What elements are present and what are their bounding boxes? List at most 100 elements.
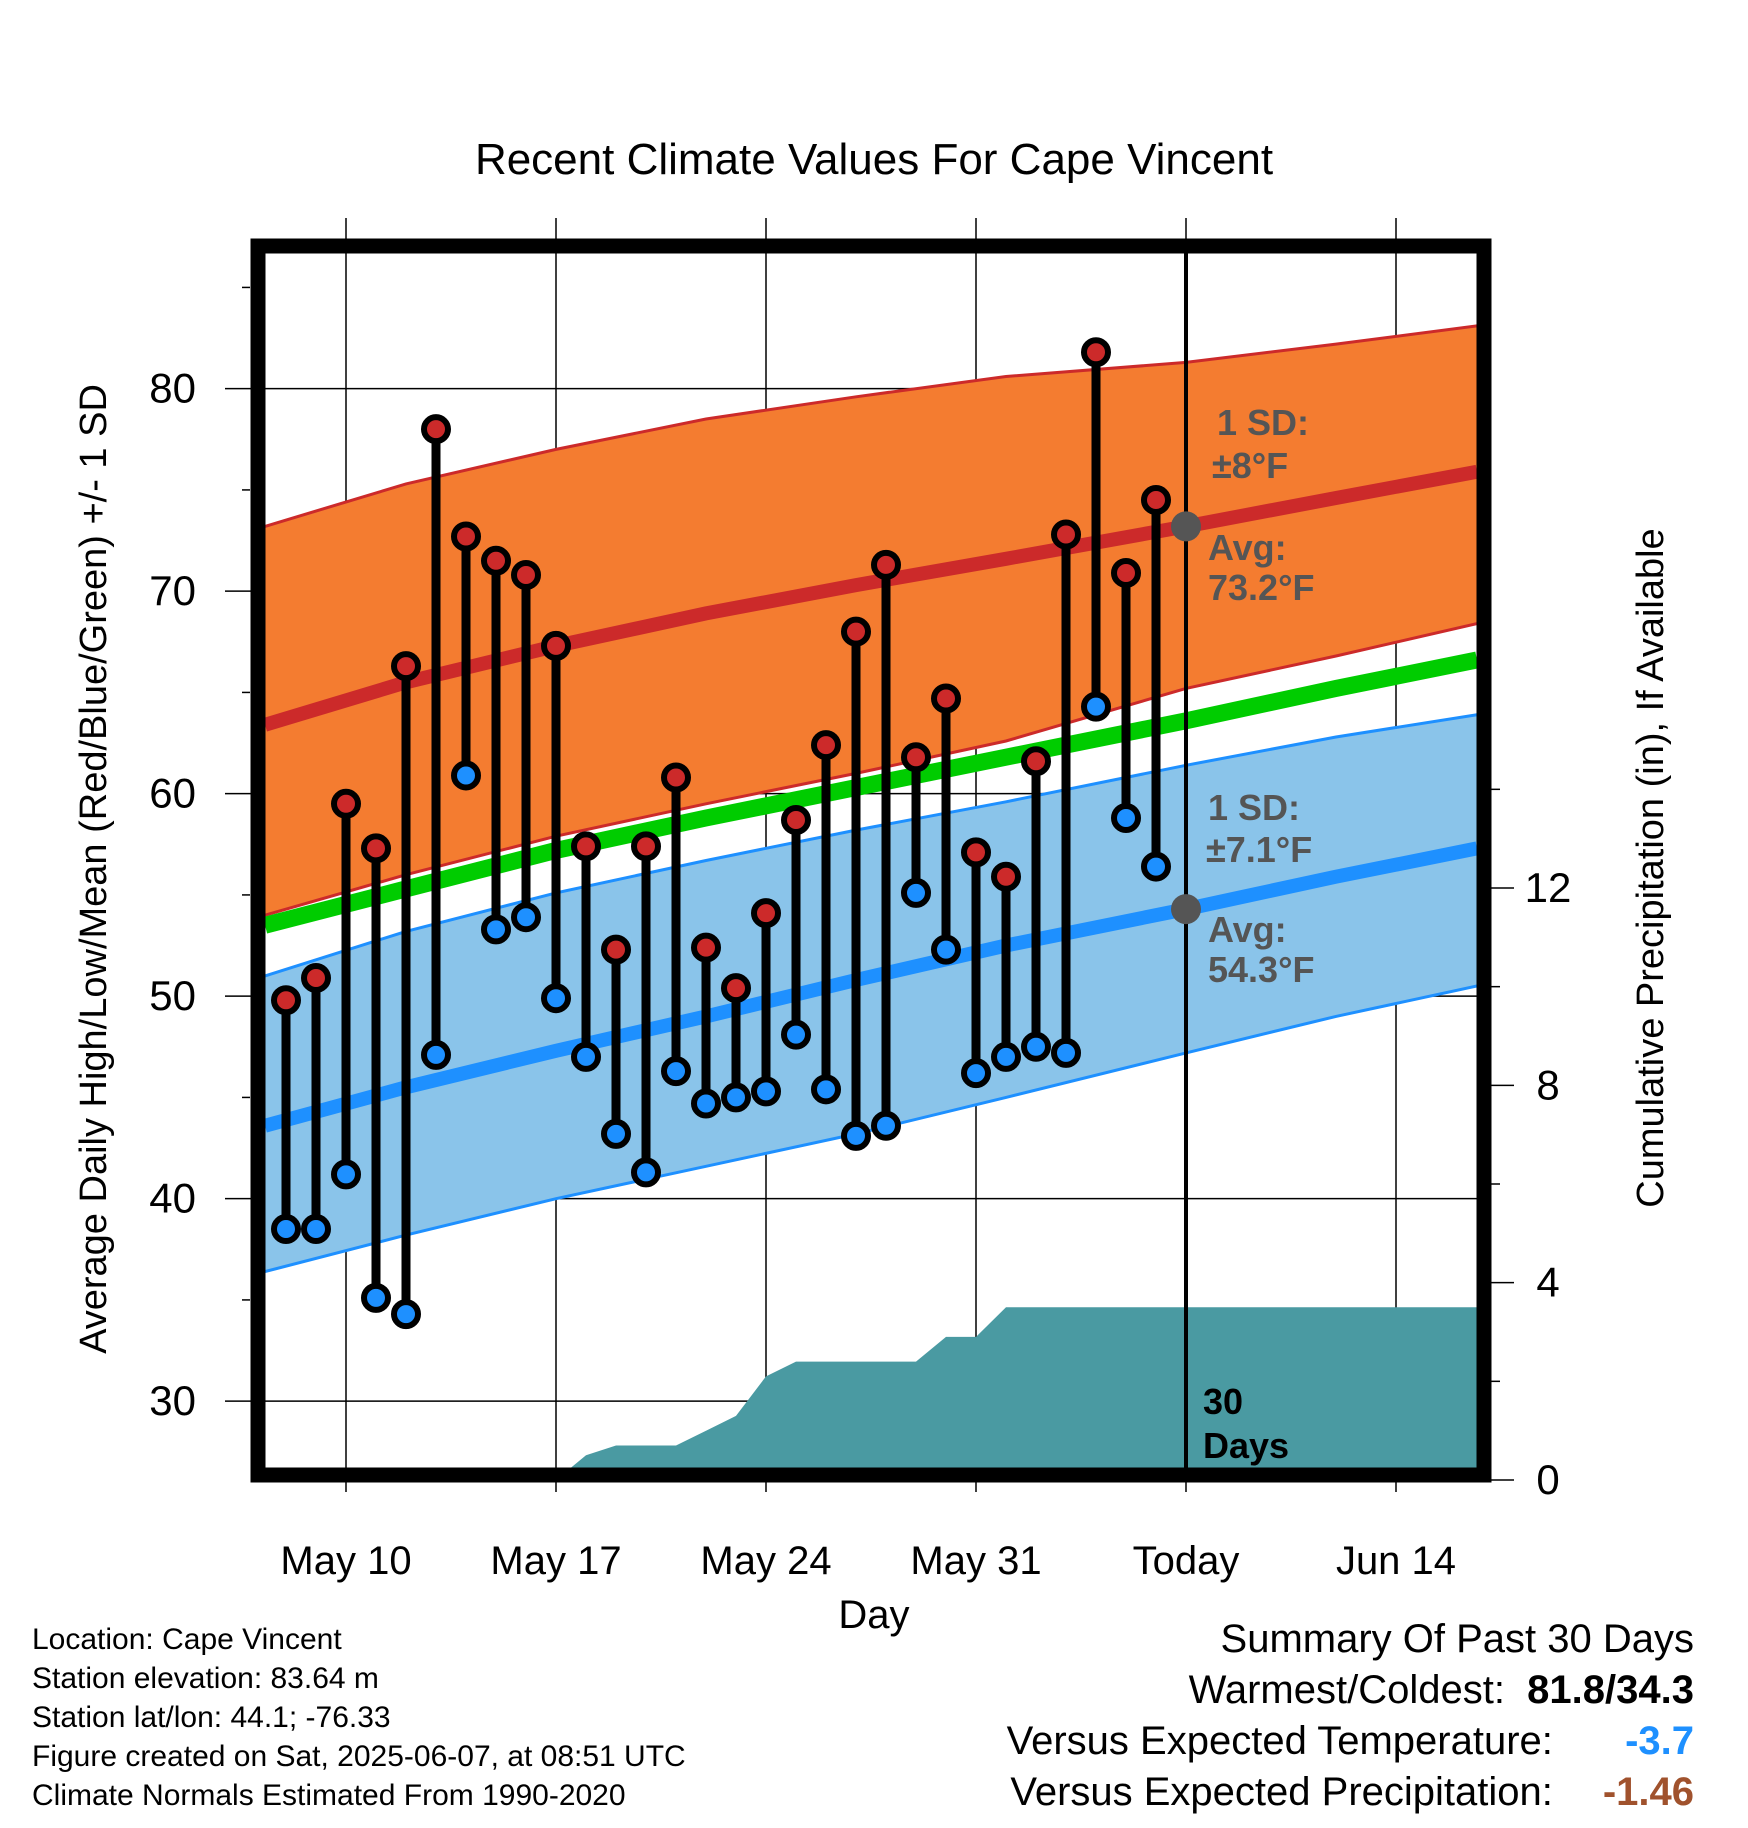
low-point: [511, 902, 541, 933]
y2-axis-label: Cumulative Precipitation (in), If Availa…: [1630, 528, 1672, 1207]
y2-tick-label: 4: [1536, 1259, 1559, 1306]
low-point: [871, 1110, 901, 1141]
low-point: [691, 1088, 721, 1119]
high-point: [781, 805, 811, 835]
y-axis-label: Average Daily High/Low/Mean (Red/Blue/Gr…: [73, 384, 115, 1354]
temp-label: Versus Expected Temperature:: [1006, 1719, 1553, 1763]
low-point: [391, 1299, 421, 1330]
low-sd-band: [265, 714, 1477, 1272]
low-avg-value: 54.3°F: [1208, 949, 1314, 990]
low-point: [961, 1058, 991, 1089]
chart-title: Recent Climate Values For Cape Vincent: [475, 135, 1273, 184]
high-point: [721, 973, 751, 1004]
low-point: [991, 1041, 1021, 1072]
daily-points: [271, 337, 1171, 1330]
x-tick-label: Jun 14: [1336, 1539, 1456, 1583]
x-tick-label: May 24: [700, 1539, 831, 1583]
high-point: [1111, 557, 1141, 588]
low-point: [331, 1159, 361, 1190]
high-avg-marker: [1171, 511, 1201, 542]
high-sd-value: ±8°F: [1212, 445, 1288, 486]
high-point: [601, 934, 631, 965]
y2-tick-label: 0: [1536, 1456, 1559, 1503]
location-text: Location: Cape Vincent: [32, 1623, 342, 1656]
high-avg-label: Avg:: [1208, 527, 1287, 568]
summary-panel: Summary Of Past 30 Days Warmest/Coldest:…: [1007, 1614, 1694, 1818]
y-tick-label: 30: [149, 1377, 196, 1424]
high-upper-edge: [265, 324, 1477, 528]
axes: May 10 May 17 May 24 May 31 Today Jun 1430405…: [149, 286, 1572, 1583]
created-text: Figure created on Sat, 2025-06-07, at 08…: [32, 1740, 686, 1773]
high-point: [991, 861, 1021, 892]
low-point: [631, 1157, 661, 1188]
high-sd-label: 1 SD:: [1217, 402, 1309, 443]
elevation-text: Station elevation: 83.64 m: [32, 1662, 379, 1695]
high-point: [811, 730, 841, 761]
high-point: [301, 962, 331, 993]
low-point: [811, 1074, 841, 1105]
high-point: [421, 414, 451, 445]
low-point: [721, 1082, 751, 1113]
summary-warmest-row: Warmest/Coldest: 81.8/34.3: [1007, 1665, 1694, 1716]
high-sd-band: [265, 325, 1477, 916]
plot-frame: [250, 238, 1492, 1483]
y-tick-label: 60: [149, 770, 196, 817]
latlon-text: Station lat/lon: 44.1; -76.33: [32, 1701, 391, 1734]
high-point: [391, 651, 421, 682]
high-point: [631, 831, 661, 862]
high-normal-line: [265, 464, 1477, 732]
daily-range-stems: [281, 352, 1161, 1315]
days-count: 30: [1203, 1381, 1243, 1422]
high-point: [961, 837, 991, 868]
low-avg-marker: [1171, 894, 1201, 925]
x-axis-label: Day: [838, 1593, 909, 1637]
high-point: [1141, 485, 1171, 516]
high-point: [1021, 746, 1051, 777]
high-point: [901, 742, 931, 773]
high-point: [331, 788, 361, 819]
precip-value: -1.46: [1602, 1770, 1694, 1814]
low-point: [601, 1118, 631, 1149]
warmest-label: Warmest/Coldest:: [1188, 1668, 1505, 1712]
precip-label: Versus Expected Precipitation:: [1010, 1770, 1553, 1814]
low-point: [1111, 802, 1141, 833]
precipitation-area: [570, 1307, 1477, 1468]
x-tick-label: May 31: [910, 1539, 1041, 1583]
x-tick-label: May 17: [490, 1539, 621, 1583]
low-point: [421, 1039, 451, 1070]
y-tick-label: 80: [149, 365, 196, 412]
x-tick-label: Today: [1133, 1539, 1240, 1583]
y2-tick-label: 8: [1536, 1061, 1559, 1108]
high-point: [841, 616, 871, 647]
x-tick-label: May 10: [280, 1539, 411, 1583]
high-point: [1081, 337, 1111, 368]
high-point: [271, 985, 301, 1016]
low-point: [541, 983, 571, 1014]
low-point: [1141, 851, 1171, 882]
summary-temp-row: Versus Expected Temperature: -3.7: [1007, 1716, 1694, 1767]
summary-precip-row: Versus Expected Precipitation: -1.46: [1007, 1767, 1694, 1818]
station-info: Location: Cape Vincent Station elevation…: [32, 1620, 686, 1815]
low-point: [751, 1076, 781, 1107]
low-point: [1021, 1031, 1051, 1062]
y-tick-label: 40: [149, 1175, 196, 1222]
high-point: [571, 831, 601, 862]
high-point: [931, 683, 961, 714]
low-point: [661, 1056, 691, 1087]
low-point: [271, 1214, 301, 1245]
low-point: [361, 1282, 391, 1313]
normals-bands: [265, 324, 1477, 1274]
y2-tick-label: 12: [1525, 864, 1572, 911]
high-point: [361, 833, 391, 864]
low-point: [781, 1019, 811, 1050]
low-point: [1051, 1037, 1081, 1068]
low-point: [481, 914, 511, 945]
high-point: [1051, 519, 1081, 550]
low-point: [1081, 691, 1111, 722]
high-point: [451, 521, 481, 552]
temp-value: -3.7: [1625, 1719, 1694, 1763]
low-sd-value: ±7.1°F: [1206, 829, 1312, 870]
high-point: [541, 630, 571, 661]
